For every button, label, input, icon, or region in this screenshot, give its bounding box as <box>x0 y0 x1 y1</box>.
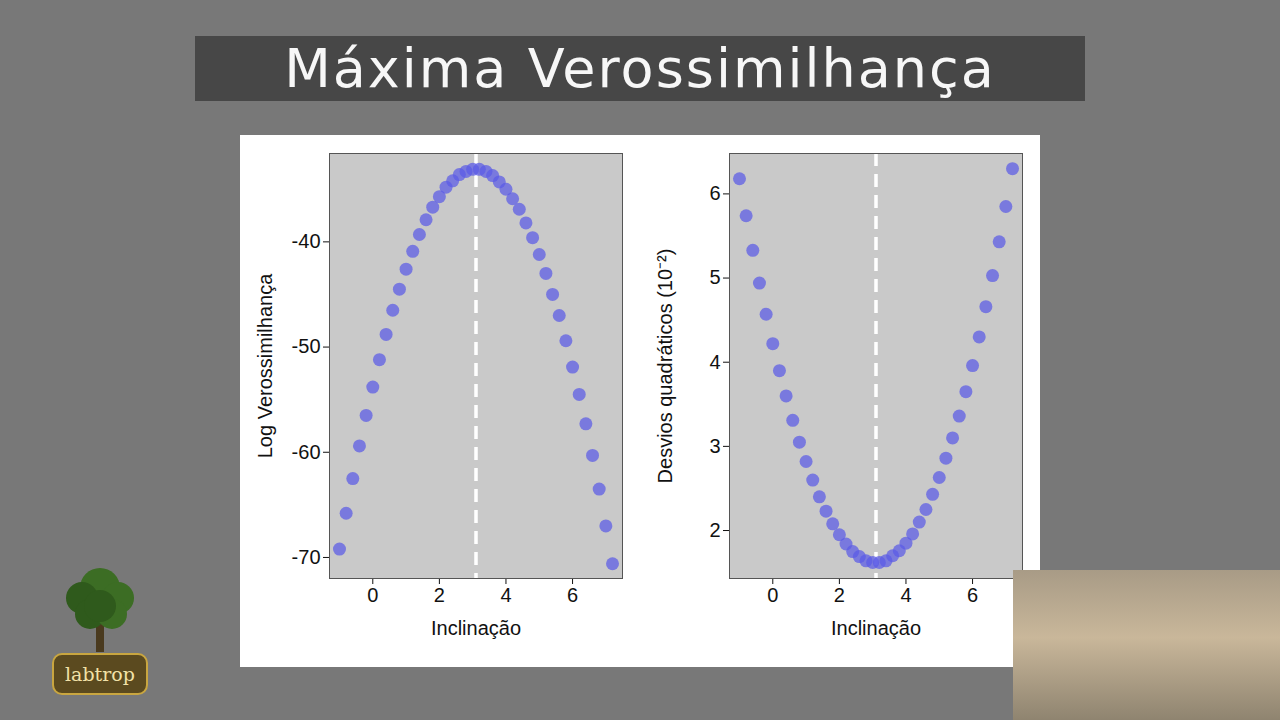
svg-text:-40: -40 <box>292 230 321 252</box>
svg-text:Inclinação: Inclinação <box>431 617 521 639</box>
svg-text:Desvios quadráticos (10⁻²): Desvios quadráticos (10⁻²) <box>654 249 676 484</box>
svg-text:2: 2 <box>709 519 720 541</box>
svg-text:0: 0 <box>767 584 778 606</box>
svg-text:5: 5 <box>709 266 720 288</box>
svg-text:2: 2 <box>834 584 845 606</box>
svg-text:2: 2 <box>434 584 445 606</box>
svg-text:4: 4 <box>900 584 911 606</box>
svg-text:4: 4 <box>500 584 511 606</box>
svg-text:3: 3 <box>709 435 720 457</box>
svg-text:6: 6 <box>567 584 578 606</box>
svg-text:Log Verossimilhança: Log Verossimilhança <box>254 273 276 458</box>
svg-text:-70: -70 <box>292 546 321 568</box>
svg-text:labtrop: labtrop <box>65 663 135 685</box>
svg-text:-60: -60 <box>292 441 321 463</box>
svg-text:4: 4 <box>709 351 720 373</box>
svg-text:-50: -50 <box>292 335 321 357</box>
svg-text:0: 0 <box>367 584 378 606</box>
svg-text:6: 6 <box>967 584 978 606</box>
html-text:Máxima Verossimilhança: Máxima Verossimilhança <box>284 37 996 100</box>
svg-text:6: 6 <box>709 182 720 204</box>
svg-text:Inclinação: Inclinação <box>831 617 921 639</box>
